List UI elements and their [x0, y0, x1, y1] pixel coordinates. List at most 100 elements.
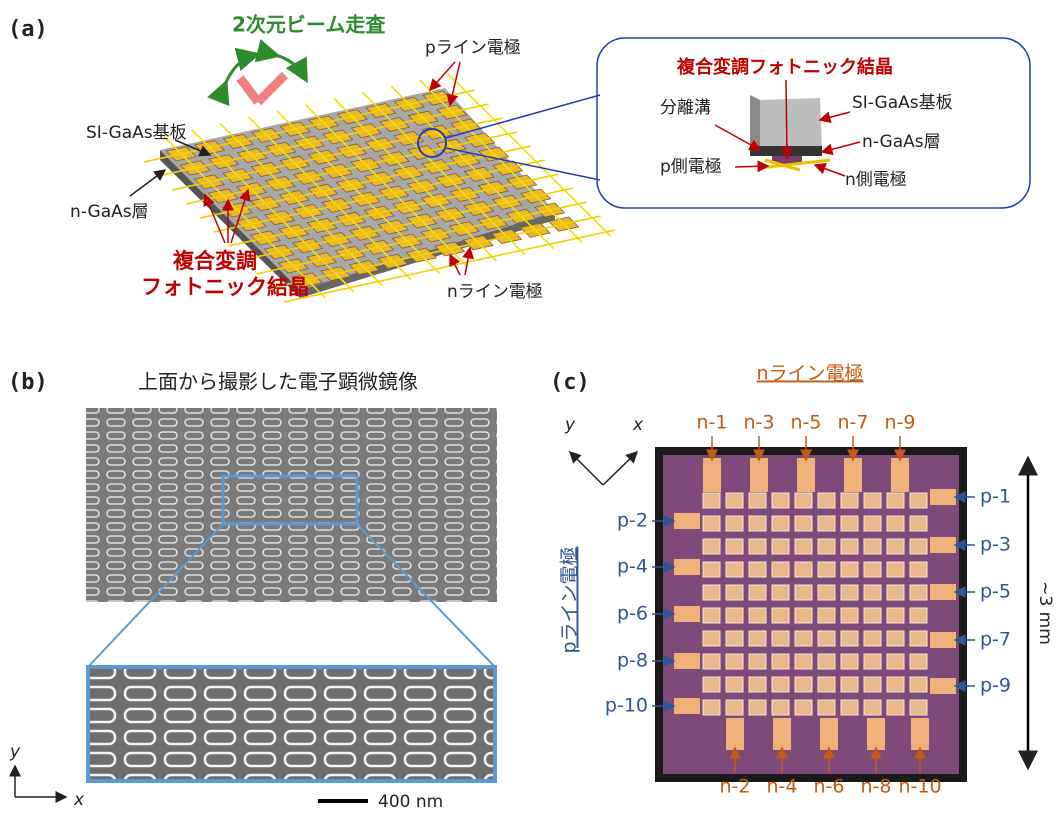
n-line-label: nライン電極: [447, 282, 543, 302]
chip-cell: [725, 561, 744, 578]
chip-cell: [909, 653, 928, 670]
chip-cell: [771, 492, 790, 509]
chip-cell: [886, 607, 905, 624]
chip-cell: [840, 699, 859, 716]
chip-cell: [702, 653, 721, 670]
electrode-line: [200, 145, 531, 219]
chip-cell: [909, 515, 928, 532]
chip-cell: [748, 492, 767, 509]
electrode-line: [158, 103, 489, 177]
chip-cell: [863, 653, 882, 670]
pad: [930, 632, 956, 648]
chip-cell: [794, 515, 813, 532]
arrow: [813, 162, 846, 177]
chip-cell: [909, 561, 928, 578]
crystal-label: 複合変調: [172, 249, 257, 273]
chip-cell: [886, 630, 905, 647]
chip-cell: [840, 607, 859, 624]
n-label: n-10: [898, 776, 941, 798]
p-label: p-5: [980, 581, 1011, 603]
pad: [750, 458, 768, 492]
electrode-line: [256, 201, 587, 275]
arrow: [129, 169, 167, 197]
zoom-circle: [417, 128, 447, 158]
pad: [674, 559, 700, 575]
n-label: n-8: [861, 776, 892, 798]
p-label: p-1: [980, 486, 1011, 508]
arrow: [429, 61, 456, 92]
chip-cell: [702, 630, 721, 647]
chip-cell: [748, 699, 767, 716]
p-label: p-9: [980, 675, 1011, 697]
chip-cell: [771, 584, 790, 601]
pad: [674, 698, 700, 714]
p-label: p-3: [980, 534, 1011, 556]
electrode-line: [304, 104, 469, 268]
chip-cell: [909, 607, 928, 624]
chip-cell: [863, 492, 882, 509]
chip-cell: [909, 538, 928, 555]
chip-cell: [886, 492, 905, 509]
pad: [773, 718, 791, 750]
pad: [867, 718, 885, 750]
axis-x: x: [632, 415, 644, 435]
electrode-line: [361, 91, 526, 256]
arrow: [780, 79, 793, 160]
chip-cell: [725, 653, 744, 670]
chip-cell: [725, 699, 744, 716]
p-label: p-10: [605, 695, 648, 717]
pad: [930, 678, 956, 694]
chip-cell: [748, 584, 767, 601]
electrode-line: [276, 110, 441, 274]
crystal: [772, 156, 802, 164]
p-label: p-6: [617, 603, 648, 625]
n-electrode-label: n側電極: [845, 170, 907, 190]
chip-cell: [725, 515, 744, 532]
arrow: [174, 139, 212, 157]
chip-cell: [725, 492, 744, 509]
chip-cell: [771, 676, 790, 693]
chip-cell: [840, 630, 859, 647]
arrow: [818, 111, 851, 124]
sem-title: 上面から撮影した電子顕微鏡像: [138, 370, 418, 394]
chip-cell: [771, 538, 790, 555]
inset-substrate: SI-GaAs基板: [852, 93, 953, 113]
chip-cell: [909, 584, 928, 601]
chip-cell: [886, 515, 905, 532]
axis-arrow: [602, 450, 639, 486]
p-line-label: pライン電極: [425, 38, 521, 58]
chip-cell: [725, 538, 744, 555]
pad: [891, 458, 909, 492]
electrode-line: [333, 97, 498, 262]
chip-cell: [702, 515, 721, 532]
chip-cell: [725, 676, 744, 693]
arrow: [820, 141, 861, 156]
pad: [930, 537, 956, 553]
chip-cell: [817, 584, 836, 601]
chip-cell: [886, 699, 905, 716]
beam: [236, 71, 289, 106]
arrow: [734, 160, 770, 173]
chip-cell: [748, 653, 767, 670]
pad: [674, 513, 700, 529]
chip-cell: [725, 584, 744, 601]
electrode-line: [190, 128, 355, 293]
chip-cell: [840, 653, 859, 670]
chip-cell: [794, 561, 813, 578]
chip-cell: [725, 607, 744, 624]
chip-cell: [817, 607, 836, 624]
chip-cell: [748, 676, 767, 693]
callout-line: [445, 147, 601, 181]
chip-cell: [748, 515, 767, 532]
chip-cell: [771, 561, 790, 578]
chip-cell: [886, 676, 905, 693]
n-label: n-9: [885, 412, 916, 434]
chip-cell: [840, 515, 859, 532]
scale-label: 400 nm: [378, 792, 443, 812]
chip-cell: [817, 699, 836, 716]
pad: [726, 718, 744, 750]
chip-cell: [794, 699, 813, 716]
n-label: n-3: [744, 412, 775, 434]
panel-label: (c): [550, 370, 590, 395]
